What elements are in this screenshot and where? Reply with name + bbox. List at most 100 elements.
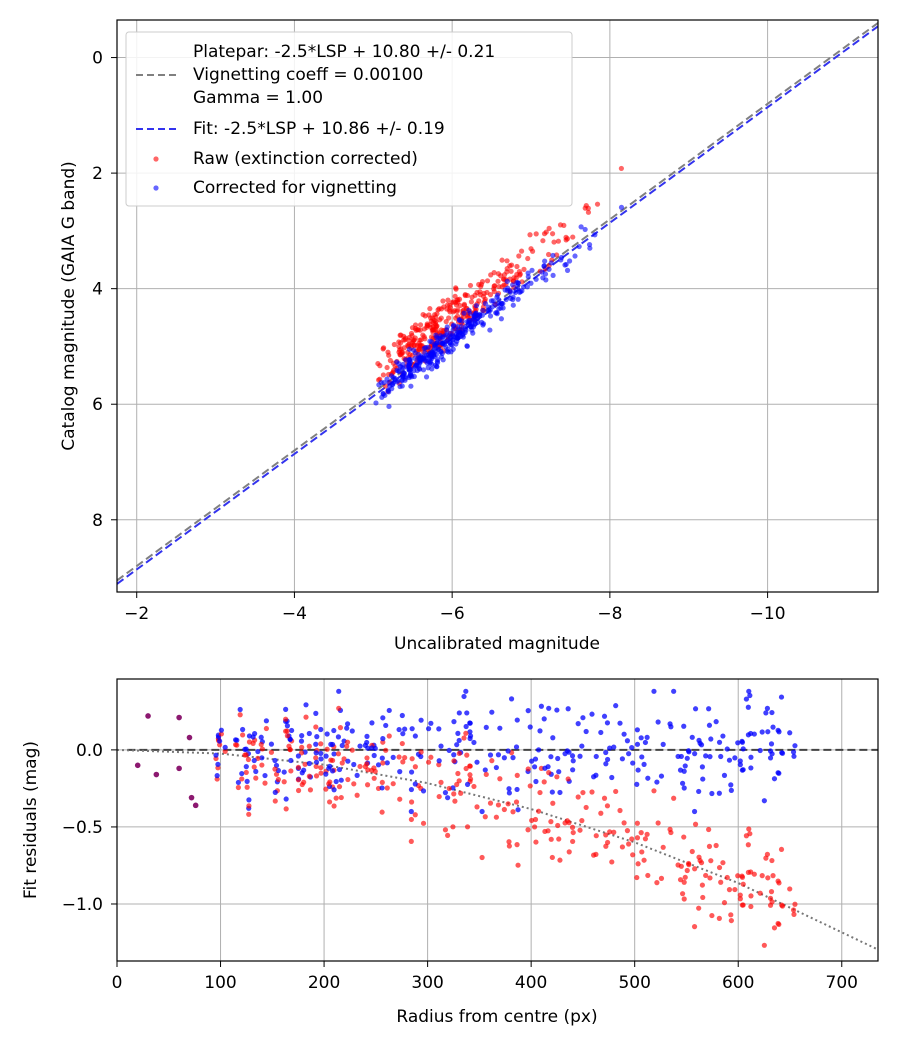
corrected-residual-point [244, 778, 250, 784]
corrected-point [418, 355, 424, 361]
corrected-residual-point [331, 751, 337, 757]
bottom-x-tick-label: 300 [411, 973, 443, 993]
corrected-point [546, 266, 552, 272]
raw-point [495, 271, 502, 277]
corrected-residual-point [323, 753, 329, 759]
corrected-point [528, 280, 534, 286]
raw-point [472, 292, 478, 298]
raw-residual-point [598, 810, 604, 816]
corrected-point [618, 204, 625, 210]
raw-residual-point [565, 776, 571, 782]
raw-residual-point [351, 781, 357, 787]
corrected-residual-point [641, 761, 647, 767]
raw-point [452, 293, 458, 299]
corrected-residual-point [728, 787, 734, 793]
corrected-point [444, 348, 450, 354]
top-x-ticks: −2 −4 −6 −8 −10 [124, 592, 786, 624]
corrected-point [432, 344, 438, 350]
bottom-x-tick-label: 500 [618, 973, 650, 993]
raw-point [499, 257, 505, 263]
raw-point [594, 201, 601, 207]
raw-point [504, 258, 510, 264]
raw-residual-point [336, 705, 342, 711]
raw-residual-point [617, 807, 623, 814]
raw-residual-point [299, 744, 305, 750]
corrected-point [472, 321, 479, 327]
corrected-point [592, 232, 598, 238]
corrected-residual-point [313, 750, 319, 756]
corrected-residual-point [579, 743, 585, 749]
legend-entry-raw: Raw (extinction corrected) [193, 149, 418, 169]
raw-residual-point [420, 820, 427, 826]
overlap-residual-point [145, 713, 151, 719]
corrected-residual-point [726, 757, 733, 763]
corrected-residual-point [396, 726, 402, 733]
corrected-residual-point [455, 730, 461, 737]
raw-residual-point [400, 759, 406, 765]
corrected-residual-point [471, 739, 477, 746]
corrected-residual-point [506, 790, 512, 796]
corrected-residual-point [493, 764, 499, 771]
raw-residual-point [301, 779, 307, 785]
raw-residual-point [268, 749, 275, 755]
raw-point [527, 232, 533, 238]
raw-residual-point [506, 843, 512, 849]
raw-residual-point [281, 779, 287, 785]
raw-residual-point [397, 796, 403, 802]
raw-point [516, 253, 522, 259]
corrected-residual-point [607, 745, 613, 751]
corrected-residual-point [790, 749, 797, 755]
corrected-residual-point [412, 781, 418, 787]
raw-residual-point [222, 748, 228, 754]
raw-residual-point [689, 848, 695, 855]
corrected-residual-point [339, 742, 345, 749]
corrected-point [486, 308, 492, 315]
raw-residual-point [692, 821, 699, 827]
corrected-residual-point [765, 729, 771, 735]
raw-point [406, 337, 412, 343]
raw-residual-point [402, 755, 408, 761]
raw-residual-point [467, 772, 473, 778]
corrected-point [429, 339, 435, 345]
raw-point [405, 342, 411, 348]
raw-residual-point [566, 820, 572, 826]
raw-residual-point [408, 799, 415, 805]
corrected-residual-point [402, 726, 408, 732]
raw-residual-point [251, 764, 257, 770]
overlap-residual-point [188, 794, 195, 801]
corrected-residual-point [446, 747, 452, 754]
raw-residual-point [746, 826, 752, 832]
corrected-residual-point [791, 753, 797, 759]
corrected-residual-point [474, 759, 480, 765]
raw-residual-point [272, 766, 278, 772]
corrected-residual-point [775, 727, 781, 733]
corrected-residual-point [272, 789, 278, 795]
corrected-point [414, 367, 420, 374]
corrected-point [525, 274, 531, 280]
corrected-point [504, 278, 510, 284]
corrected-point [433, 352, 439, 358]
corrected-residual-point [681, 723, 687, 729]
corrected-residual-point [451, 719, 457, 725]
raw-point [583, 202, 589, 209]
corrected-residual-point [390, 754, 396, 760]
raw-residual-point [569, 824, 576, 830]
raw-residual-point [747, 831, 753, 837]
raw-residual-point [775, 878, 781, 884]
raw-residual-point [357, 763, 363, 770]
corrected-residual-point [331, 787, 337, 793]
raw-residual-point [380, 760, 386, 766]
corrected-point [444, 327, 450, 333]
corrected-residual-point [629, 744, 635, 751]
corrected-residual-point [214, 773, 220, 779]
raw-residual-point [323, 786, 329, 792]
corrected-residual-point [556, 769, 562, 775]
corrected-residual-point [369, 745, 375, 751]
raw-point [412, 342, 418, 349]
corrected-residual-point [497, 725, 503, 731]
raw-residual-point [718, 879, 724, 885]
raw-residual-point [333, 795, 339, 801]
raw-point [496, 283, 502, 290]
corrected-residual-point [767, 748, 774, 754]
